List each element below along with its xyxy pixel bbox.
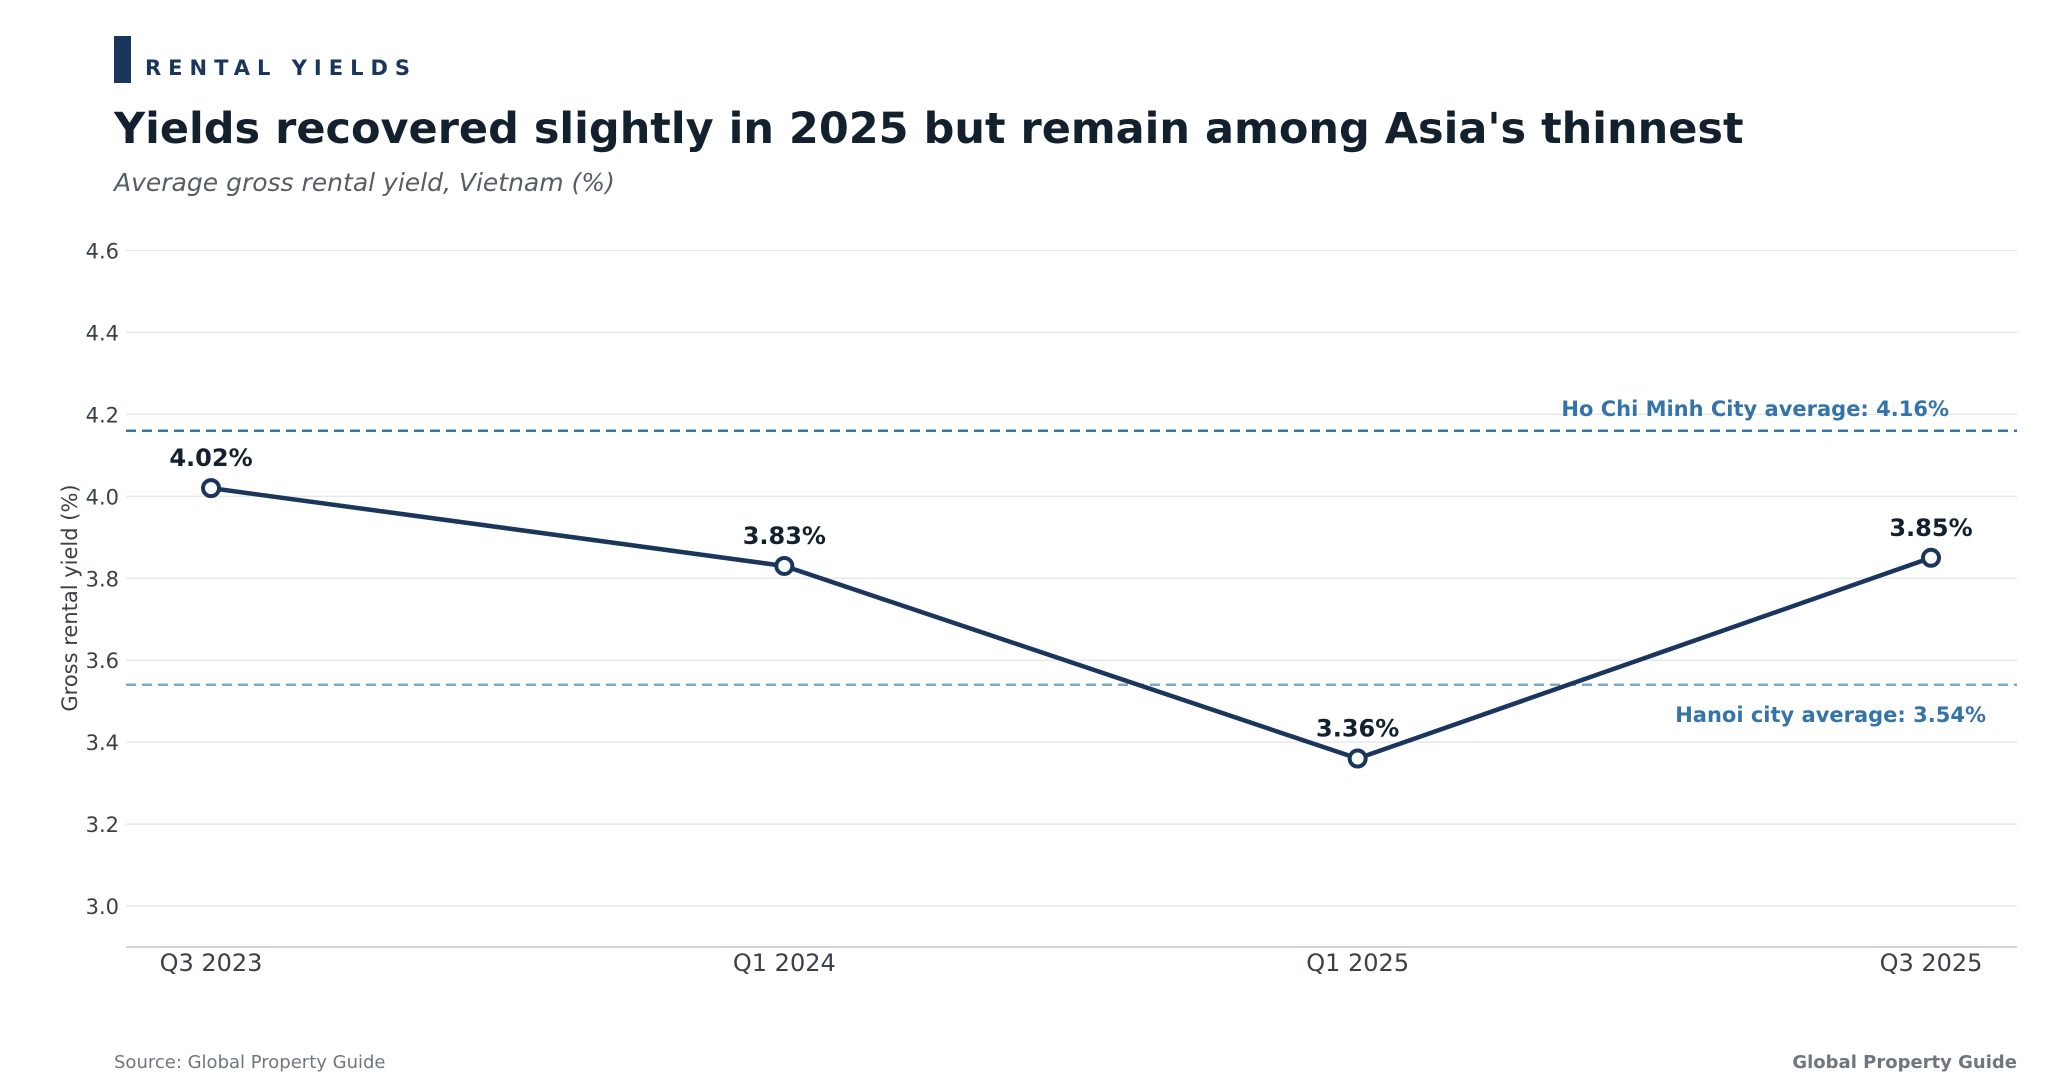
y-tick-label: 3.6 [86,649,119,673]
source-note: Source: Global Property Guide [114,1052,386,1073]
y-tick-label: 3.8 [86,567,119,591]
data-label: 3.83% [743,522,826,550]
y-axis-label: Gross rental yield (%) [58,484,82,711]
x-tick-label: Q3 2025 [1880,949,1983,977]
y-tick-label: 3.0 [86,895,119,919]
data-point [774,555,795,576]
data-point [1921,547,1941,568]
hanoi-average-label: Hanoi city average: 3.54% [1675,703,1986,727]
y-tick-label: 3.2 [86,813,119,837]
y-tick-label: 3.4 [86,731,119,755]
y-tick-label: 4.0 [86,485,119,509]
x-tick-label: Q3 2023 [160,949,263,977]
hcmc-average-label: Ho Chi Minh City average: 4.16% [1561,397,1949,421]
data-label: 3.85% [1889,514,1972,542]
chart-title: Yields recovered slightly in 2025 but re… [114,104,1744,154]
y-tick-label: 4.2 [86,403,119,427]
data-label: 3.36% [1316,715,1399,743]
chart-subtitle: Average gross rental yield, Vietnam (%) [114,168,615,197]
kicker-label: RENTAL YIELDS [145,56,418,80]
series-line [208,485,1934,761]
kicker-accent-bar [114,36,131,83]
brand-label: Global Property Guide [1792,1052,2017,1073]
y-tick-label: 4.4 [86,321,119,345]
data-label: 4.02% [169,444,252,472]
y-tick-label: 4.6 [86,239,119,263]
x-tick-label: Q1 2024 [733,949,836,977]
data-point [1347,748,1368,769]
data-point [201,478,221,499]
x-tick-label: Q1 2025 [1306,949,1409,977]
